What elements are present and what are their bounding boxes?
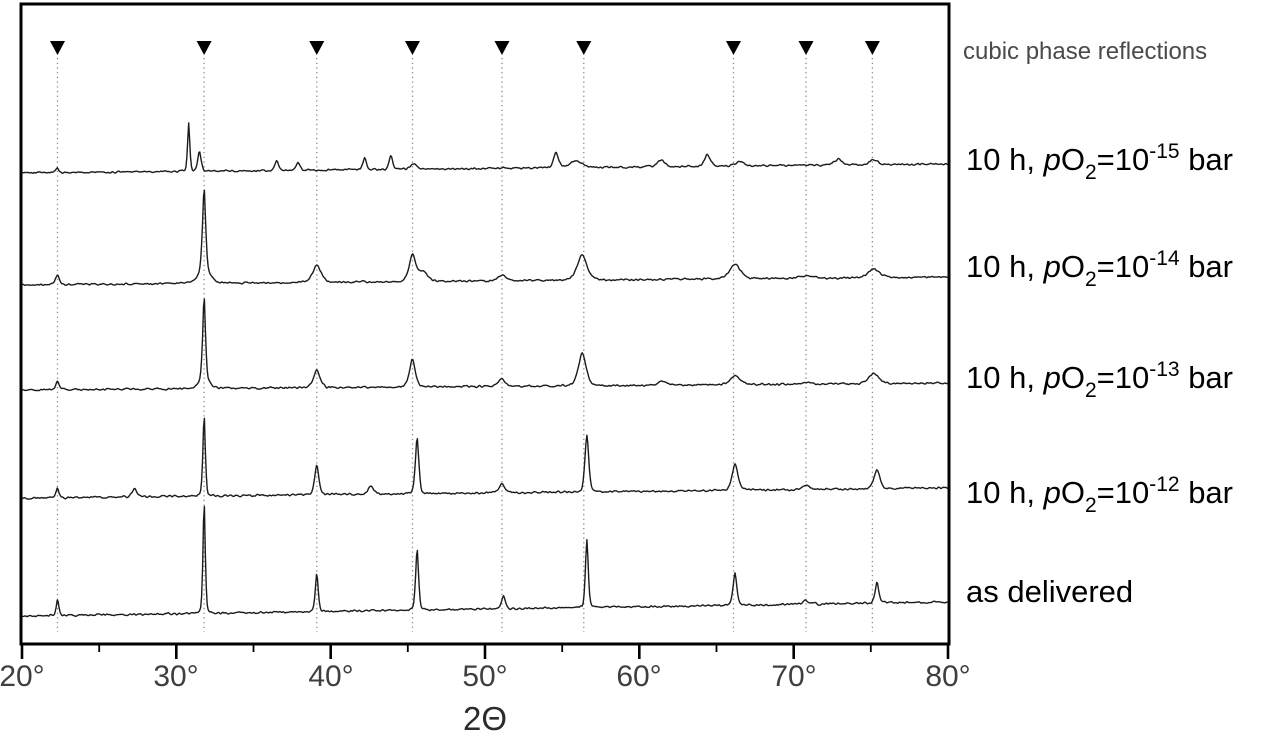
series-label-part: p (1043, 249, 1061, 284)
reflection-marker-icon (494, 41, 510, 55)
x-tick-label: 60° (616, 660, 662, 693)
series-label-part: -15 (1149, 140, 1180, 163)
series-label-part: =10 (1096, 360, 1150, 395)
series-label-part: -13 (1149, 358, 1180, 381)
series-label-part: 2 (1084, 494, 1097, 517)
series-label-part: 2 (1084, 268, 1097, 291)
series-label-part: 10 h, (966, 142, 1044, 177)
x-tick-label: 80° (925, 660, 971, 693)
series-label-part: -14 (1149, 247, 1180, 270)
series-label: 10 h, pO2=10-15 bar (966, 140, 1233, 184)
reflection-marker-icon (49, 41, 65, 55)
reflection-marker-icon (798, 41, 814, 55)
reflection-marker-icon (309, 41, 325, 55)
x-axis-title: 2Θ (462, 700, 508, 737)
series-label-part: O (1060, 142, 1085, 177)
series-label-part: -12 (1149, 473, 1180, 496)
series-label-part: p (1043, 142, 1061, 177)
x-tick-label: 50° (462, 660, 508, 693)
x-tick-label: 30° (153, 660, 199, 693)
reflection-marker-icon (404, 41, 420, 55)
series-label-part: O (1060, 360, 1085, 395)
series-label-part: 10 h, (966, 360, 1044, 395)
series-label-part: bar (1179, 475, 1233, 510)
series-label-part: O (1060, 249, 1085, 284)
series-label: 10 h, pO2=10-13 bar (966, 358, 1233, 402)
series-label-part: O (1060, 475, 1085, 510)
x-tick-label: 40° (308, 660, 354, 693)
marker-legend-label: cubic phase reflections (963, 38, 1208, 65)
xrd-trace-4 (21, 417, 949, 500)
series-label-part: 2 (1084, 161, 1097, 184)
series-label-part: bar (1179, 249, 1233, 284)
series-label-part: p (1043, 360, 1061, 395)
series-label-part: p (1043, 475, 1061, 510)
series-label: 10 h, pO2=10-14 bar (966, 247, 1233, 291)
xrd-trace-1 (21, 122, 948, 175)
reflection-marker-icon (576, 41, 592, 55)
plot-frame (19, 2, 951, 646)
reflection-marker-icon (725, 41, 741, 55)
series-label-part: bar (1179, 142, 1233, 177)
series-label-part: =10 (1096, 249, 1150, 284)
series-label-part: 10 h, (966, 249, 1044, 284)
series-label-part: 2 (1084, 379, 1097, 402)
series-label-part: =10 (1096, 142, 1150, 177)
series-label: 10 h, pO2=10-12 bar (966, 473, 1233, 517)
series-label-part: 10 h, (966, 475, 1044, 510)
series-label: as delivered (966, 572, 1133, 612)
xrd-trace-5 (21, 505, 948, 618)
x-tick-label: 70° (771, 660, 817, 693)
xrd-trace-2 (21, 189, 949, 286)
reflection-marker-icon (864, 41, 880, 55)
reflection-marker-icon (196, 41, 212, 55)
series-label-part: =10 (1096, 475, 1150, 510)
series-label-part: bar (1179, 360, 1233, 395)
x-tick-label: 20° (0, 660, 45, 693)
series-label-part: as delivered (966, 574, 1134, 609)
xrd-trace-3 (21, 298, 949, 392)
